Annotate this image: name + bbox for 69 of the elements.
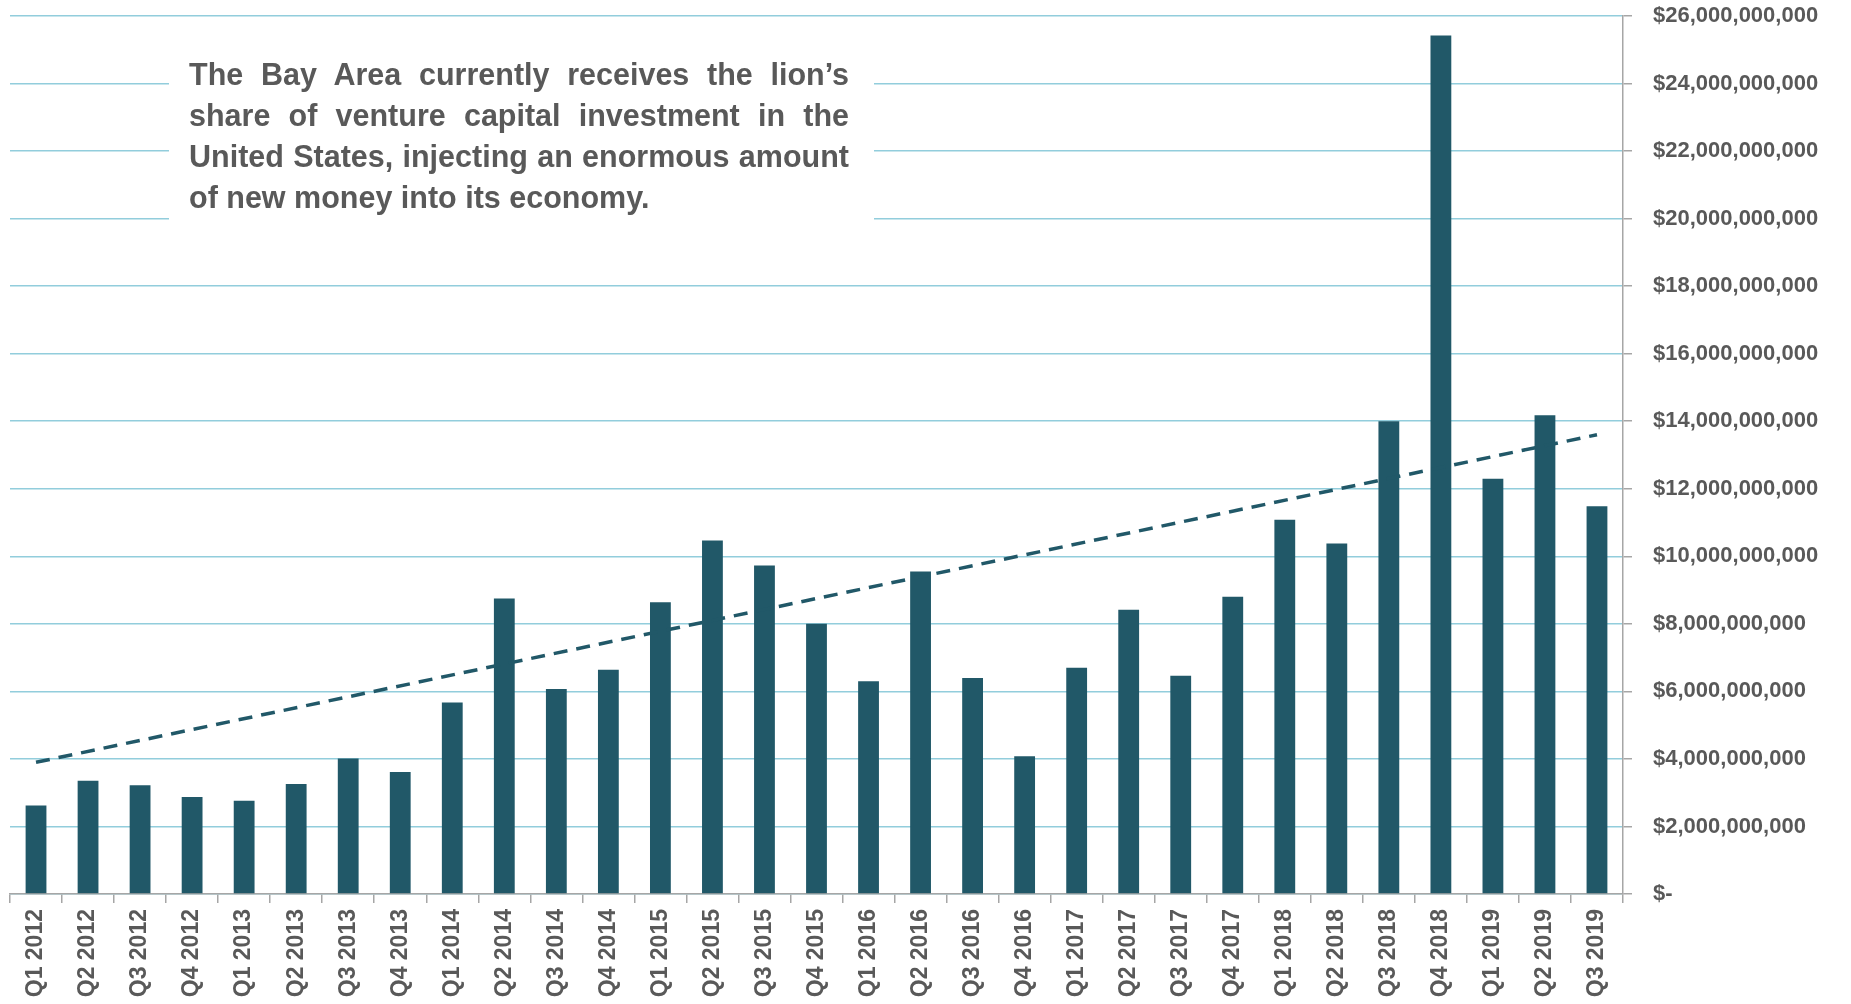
x-tick-label: Q3 2014 [541,908,568,998]
x-tick-label: Q3 2017 [1166,909,1193,998]
bar [806,623,827,894]
y-tick-label: $24,000,000,000 [1653,69,1819,95]
x-tick-label: Q4 2018 [1426,908,1453,998]
bar [1222,596,1244,894]
y-tick-label: $22,000,000,000 [1653,137,1819,163]
y-tick-label: $26,000,000,000 [1653,2,1819,28]
bar [1586,506,1608,894]
x-tick-label: Q4 2013 [385,909,412,998]
y-tick-label: $20,000,000,000 [1653,204,1819,230]
x-tick-label: Q1 2018 [1270,908,1297,998]
bar [1326,543,1348,894]
bar [1118,609,1140,894]
x-tick-label: Q2 2016 [905,909,932,998]
x-tick-label: Q2 2018 [1322,908,1349,998]
y-tick-label: $2,000,000,000 [1653,812,1806,838]
y-tick-label: $18,000,000,000 [1653,272,1819,298]
x-tick-label: Q1 2019 [1478,909,1505,998]
bar [1066,667,1088,894]
x-tick-label: Q1 2013 [229,909,256,998]
annotation: The Bay Area currently receives the lion’s share of venture capital investment in the United States, injecting an enormous amount of new money into its economy. [169,44,874,232]
x-tick-label: Q3 2013 [333,909,360,998]
y-tick-label: $- [1653,880,1673,906]
bar [285,783,307,894]
bar [858,681,879,894]
x-tick-label: Q4 2016 [1009,909,1036,998]
x-tick-label: Q2 2017 [1114,909,1141,998]
x-tick-label: Q3 2016 [957,909,984,998]
x-tick-label: Q2 2012 [73,909,100,998]
y-tick-label: $6,000,000,000 [1653,677,1806,703]
bar [233,800,255,894]
x-tick-label: Q4 2014 [593,908,620,998]
bar [597,669,619,894]
x-tick-label: Q4 2012 [177,909,204,998]
x-tick-label: Q3 2012 [125,909,152,998]
y-tick-label: $12,000,000,000 [1653,474,1819,500]
x-tick-label: Q1 2014 [437,908,464,998]
x-tick-label: Q2 2019 [1530,909,1557,998]
y-tick-label: $14,000,000,000 [1653,407,1819,433]
x-tick-label: Q3 2019 [1582,909,1609,998]
bar [389,772,411,894]
x-tick-label: Q3 2015 [749,908,776,998]
bar [1482,478,1504,894]
x-tick-label: Q1 2012 [21,909,48,998]
bar [25,805,47,894]
y-tick-label: $4,000,000,000 [1653,744,1806,770]
bar [962,677,983,894]
x-tick-label: Q2 2015 [697,908,724,998]
x-tick-label: Q1 2016 [853,909,880,998]
y-tick-label: $8,000,000,000 [1653,609,1806,635]
x-tick-label: Q2 2014 [489,908,516,998]
bar [1014,756,1036,894]
bar [1170,675,1192,894]
bar [129,785,151,894]
bar [337,758,359,894]
x-tick-label: Q2 2013 [281,909,308,998]
bar [1274,519,1296,894]
x-tick-label: Q4 2017 [1218,909,1245,998]
x-tick-label: Q3 2018 [1374,908,1401,998]
x-tick-label: Q1 2017 [1062,909,1089,998]
x-tick-label: Q1 2015 [645,908,672,998]
y-tick-label: $10,000,000,000 [1653,542,1819,568]
bar [441,702,463,894]
bar [545,689,567,894]
y-tick-label: $16,000,000,000 [1653,339,1819,365]
x-tick-label: Q4 2015 [801,908,828,998]
bar [77,780,99,894]
bar [181,797,203,894]
